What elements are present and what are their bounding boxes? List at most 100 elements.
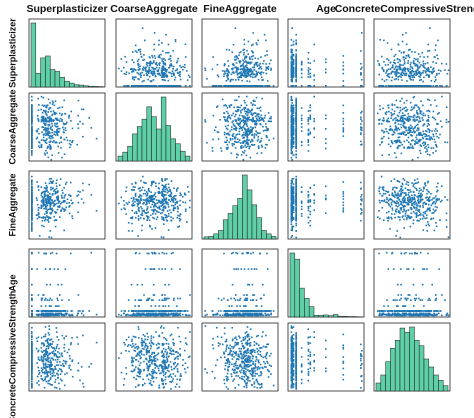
scatter-point <box>179 218 182 221</box>
scatter-point <box>411 204 414 207</box>
scatter-point <box>47 133 50 135</box>
scatter-point <box>31 207 33 209</box>
scatter-point <box>381 123 383 125</box>
scatter-point <box>413 114 415 117</box>
scatter-point <box>433 56 436 58</box>
scatter-point <box>49 195 51 198</box>
scatter-point <box>31 146 33 148</box>
scatter-point <box>31 227 33 229</box>
scatter-point <box>405 218 408 221</box>
scatter-point <box>211 68 214 71</box>
scatter-point <box>170 72 173 75</box>
scatter-point <box>237 122 239 125</box>
scatter-point <box>155 185 157 187</box>
scatter-point <box>235 58 237 61</box>
scatter-point <box>254 126 257 129</box>
scatter-point <box>212 56 214 58</box>
scatter-point <box>46 104 49 106</box>
scatter-point <box>52 187 54 190</box>
scatter-point <box>153 206 155 208</box>
scatter-point <box>435 44 437 47</box>
scatter-point <box>414 120 416 123</box>
scatter-point <box>240 74 243 77</box>
scatter-point <box>130 67 133 70</box>
scatter-point <box>49 207 51 209</box>
scatter-point <box>156 202 159 204</box>
scatter-point <box>118 67 120 70</box>
scatter-point <box>62 200 65 202</box>
scatter-point <box>402 178 405 180</box>
scatter-point <box>251 108 253 111</box>
scatter-point <box>147 189 150 191</box>
scatter-point <box>246 72 249 75</box>
scatter-point <box>249 68 251 71</box>
scatter-point <box>416 116 419 118</box>
scatter-point <box>292 207 295 209</box>
scatter-point <box>387 104 390 107</box>
scatter-panel-superplasticizer-vs-concrete-compressive-strength <box>373 18 451 88</box>
scatter-point <box>436 85 438 87</box>
scatter-point <box>46 216 49 218</box>
scatter-point <box>226 117 229 119</box>
scatter-point <box>168 67 170 69</box>
scatter-point <box>211 147 214 149</box>
scatter-point <box>245 85 247 87</box>
scatter-point <box>407 136 410 139</box>
scatter-point <box>40 143 43 146</box>
scatter-point <box>408 131 411 134</box>
scatter-point <box>426 62 429 64</box>
scatter-point <box>255 130 257 132</box>
scatter-point <box>247 53 249 55</box>
scatter-point <box>411 126 413 128</box>
scatter-point <box>70 144 72 146</box>
scatter-point <box>342 201 345 204</box>
scatter-point <box>400 120 403 123</box>
scatter-point <box>435 225 438 228</box>
scatter-point <box>414 203 416 206</box>
scatter-point <box>176 60 179 62</box>
scatter-point <box>253 64 256 66</box>
scatter-point <box>291 141 293 144</box>
scatter-point <box>435 79 437 81</box>
scatter-point <box>313 136 315 139</box>
scatter-point <box>150 80 153 82</box>
scatter-point <box>399 68 401 71</box>
scatter-point <box>244 110 246 113</box>
scatter-point <box>243 152 245 154</box>
scatter-point <box>57 190 59 192</box>
scatter-point <box>403 208 405 210</box>
scatter-point <box>342 55 345 57</box>
scatter-point <box>240 104 243 107</box>
scatter-point <box>238 130 241 133</box>
scatter-point <box>63 210 65 212</box>
scatter-point <box>396 230 399 232</box>
scatter-point <box>396 139 399 141</box>
scatter-point <box>399 106 402 109</box>
scatter-point <box>428 99 431 101</box>
scatter-point <box>245 56 248 59</box>
scatter-point <box>70 120 72 122</box>
scatter-point <box>406 85 409 87</box>
scatter-point <box>360 188 362 190</box>
scatter-point <box>176 85 178 87</box>
scatter-point <box>169 195 171 198</box>
scatter-point <box>132 189 134 191</box>
scatter-point <box>424 217 426 220</box>
scatter-point <box>221 98 224 101</box>
scatter-point <box>295 209 297 212</box>
scatter-point <box>382 69 385 71</box>
scatter-point <box>228 85 231 87</box>
scatter-point <box>270 59 272 61</box>
scatter-point <box>45 113 48 115</box>
scatter-point <box>58 106 61 109</box>
scatter-point <box>415 104 418 107</box>
scatter-point <box>291 77 293 80</box>
scatter-point <box>290 149 293 152</box>
scatter-point <box>138 207 140 209</box>
scatter-point <box>256 122 258 125</box>
scatter-point <box>361 32 363 34</box>
scatter-point <box>254 75 257 78</box>
scatter-point <box>120 58 123 60</box>
scatter-point <box>246 141 249 144</box>
scatter-point <box>394 152 396 154</box>
